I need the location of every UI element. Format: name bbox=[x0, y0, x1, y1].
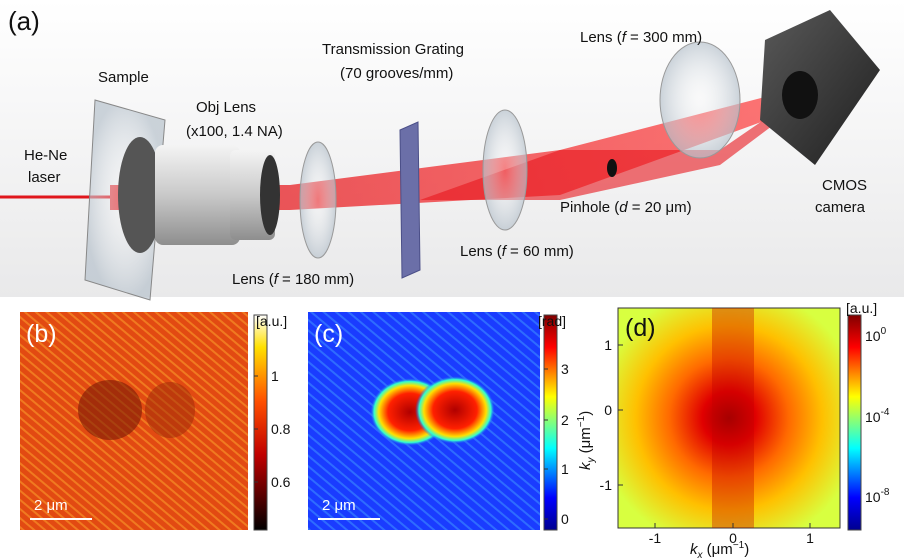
colorbar-tick-label: 0 bbox=[561, 511, 569, 527]
colorbar-tick-label: 1 bbox=[271, 368, 279, 384]
colorbar-tick-label: 2 bbox=[561, 412, 569, 428]
label-grating: Transmission Grating bbox=[322, 41, 464, 58]
colorbar-tick-label: 3 bbox=[561, 361, 569, 377]
colorbar bbox=[848, 315, 861, 530]
kspace-band bbox=[712, 308, 754, 528]
lens-180 bbox=[300, 142, 336, 258]
x-tick-label: -1 bbox=[649, 530, 662, 546]
scale-bar-label: 2 μm bbox=[322, 497, 356, 514]
label-pinhole: Pinhole (d = 20 μm) bbox=[560, 199, 692, 216]
x-axis-label: kx (μm−1) bbox=[690, 540, 749, 559]
lens-300 bbox=[660, 42, 740, 158]
y-tick-label: -1 bbox=[600, 477, 613, 493]
objective-body bbox=[155, 145, 240, 245]
pinhole bbox=[607, 159, 617, 177]
label-sample: Sample bbox=[98, 69, 149, 86]
cell-shadow bbox=[78, 380, 142, 440]
tick-exponent: -8 bbox=[881, 487, 890, 498]
tick-base: 10 bbox=[865, 489, 881, 505]
label-laser: He-Ne bbox=[24, 147, 67, 164]
body: { "panel_a": { "label": "(a)", "sample":… bbox=[0, 0, 904, 559]
phase-blob bbox=[415, 376, 495, 444]
x-tick-label: 1 bbox=[806, 530, 814, 546]
colorbar-tick-label: 100 bbox=[865, 326, 887, 344]
label-objective-spec: (x100, 1.4 NA) bbox=[186, 123, 283, 140]
colorbar-tick-label: 0.6 bbox=[271, 474, 291, 490]
page: Optical setup figure html, body { margin… bbox=[0, 0, 904, 559]
label-lens: Lens (f = 180 mm) bbox=[232, 271, 354, 288]
cell-shadow bbox=[145, 382, 195, 438]
colorbar-unit: [rad] bbox=[538, 313, 566, 329]
objective-aperture bbox=[260, 155, 280, 235]
colorbar-tick-label: 10-8 bbox=[865, 487, 890, 505]
label-camera: CMOS bbox=[822, 177, 867, 194]
lens-60 bbox=[483, 110, 527, 230]
tick-exponent: -4 bbox=[881, 407, 890, 418]
y-tick-label: 0 bbox=[604, 402, 612, 418]
tick-exponent: 0 bbox=[881, 326, 887, 337]
panel-label: (a) bbox=[8, 6, 40, 36]
y-axis-label: ky (μm−1) bbox=[576, 411, 597, 470]
panel-label: (c) bbox=[314, 320, 343, 348]
label-grating-spec: (70 grooves/mm) bbox=[340, 65, 453, 82]
label-lens: Lens (f = 60 mm) bbox=[460, 243, 574, 260]
scale-bar-label: 2 μm bbox=[34, 497, 68, 514]
panel-label: (b) bbox=[26, 320, 57, 348]
tick-base: 10 bbox=[865, 409, 881, 425]
colorbar-unit: [a.u.] bbox=[256, 313, 287, 329]
label-laser: laser bbox=[28, 169, 61, 186]
camera-aperture bbox=[782, 71, 818, 119]
tick-base: 10 bbox=[865, 328, 881, 344]
colorbar-tick-label: 0.8 bbox=[271, 421, 291, 437]
colorbar-tick-label: 1 bbox=[561, 461, 569, 477]
label-camera: camera bbox=[815, 199, 866, 216]
label-objective: Obj Lens bbox=[196, 99, 256, 116]
y-tick-label: 1 bbox=[604, 337, 612, 353]
label-lens: Lens (f = 300 mm) bbox=[580, 29, 702, 46]
grating bbox=[400, 122, 420, 278]
panel-label: (d) bbox=[625, 314, 656, 342]
colorbar bbox=[254, 315, 267, 530]
colorbar-tick-label: 10-4 bbox=[865, 407, 890, 425]
colorbar bbox=[544, 315, 557, 530]
figure: (a) Sample Obj Lens (x100, 1.4 NA) He-Ne… bbox=[0, 0, 904, 559]
colorbar-unit: [a.u.] bbox=[846, 300, 877, 316]
